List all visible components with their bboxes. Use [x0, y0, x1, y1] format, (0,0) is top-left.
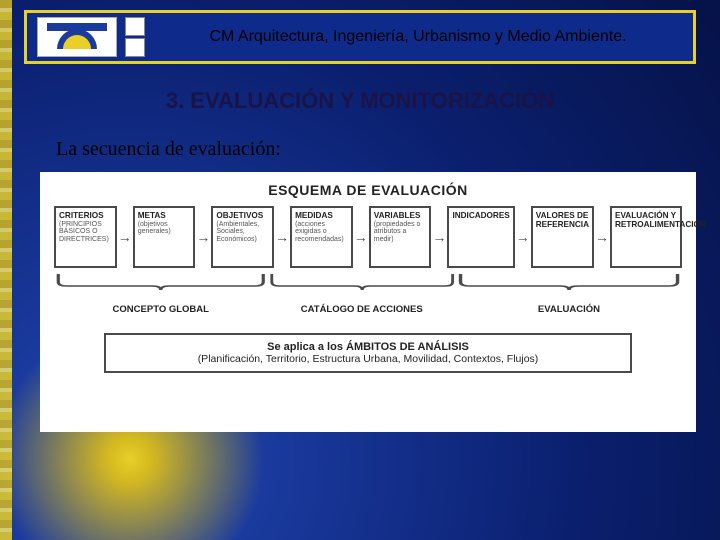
flow-node-title: VALORES DE REFERENCIA [536, 211, 589, 229]
footer-line2: (Planificación, Territorio, Estructura U… [116, 353, 620, 365]
intro-text: La secuencia de evaluación: [56, 138, 281, 161]
arrow-icon: → [353, 229, 369, 245]
arrow-icon: → [117, 229, 133, 245]
flow-node: METAS(objetivos generales) [133, 206, 196, 268]
arrow-icon: → [274, 229, 290, 245]
flow-node-sub: (Ambientales, Sociales, Económicos) [216, 221, 269, 243]
flow-node-title: VARIABLES [374, 211, 427, 220]
flow-node-title: METAS [138, 211, 191, 220]
logo-main [37, 17, 117, 57]
flow-node-title: CRITERIOS [59, 211, 112, 220]
diagram-footer: Se aplica a los ÁMBITOS DE ANÁLISIS (Pla… [104, 333, 632, 373]
header-title: CM Arquitectura, Ingeniería, Urbanismo y… [153, 28, 683, 46]
group-label: CONCEPTO GLOBAL [54, 304, 268, 315]
arrow-icon: → [195, 229, 211, 245]
flow-node: INDICADORES [447, 206, 514, 268]
group-bracket [268, 272, 456, 292]
flow-node-sub: (propiedades o atributos a medir) [374, 221, 427, 243]
flow-node: VARIABLES(propiedades o atributos a medi… [369, 206, 432, 268]
logo-badges [125, 17, 145, 57]
flow-node-sub: (PRINCIPIOS BÁSICOS O DIRECTRICES) [59, 221, 112, 243]
flow-node: CRITERIOS(PRINCIPIOS BÁSICOS O DIRECTRIC… [54, 206, 117, 268]
flow-nodes-row: CRITERIOS(PRINCIPIOS BÁSICOS O DIRECTRIC… [54, 206, 682, 268]
flow-node-sub: (objetivos generales) [138, 221, 191, 236]
group-bracket [456, 272, 682, 292]
diagram-panel: ESQUEMA DE EVALUACIÓN CRITERIOS(PRINCIPI… [40, 172, 696, 432]
flow-node: VALORES DE REFERENCIA [531, 206, 594, 268]
arrow-icon: → [431, 229, 447, 245]
flow-node: OBJETIVOS(Ambientales, Sociales, Económi… [211, 206, 274, 268]
decorative-stripe [0, 0, 12, 540]
arrow-icon: → [594, 229, 610, 245]
flow-node-title: MEDIDAS [295, 211, 348, 220]
group-bracket [54, 272, 268, 292]
header-bar: CM Arquitectura, Ingeniería, Urbanismo y… [24, 10, 696, 64]
flow-node-title: OBJETIVOS [216, 211, 269, 220]
footer-line1: Se aplica a los ÁMBITOS DE ANÁLISIS [116, 341, 620, 353]
flow-node-title: INDICADORES [452, 211, 509, 220]
group-labels: CONCEPTO GLOBALCATÁLOGO DE ACCIONESEVALU… [54, 304, 682, 315]
flow-node-title: EVALUACIÓN Y RETROALIMENTACIÓN [615, 211, 677, 229]
bracket-row [54, 272, 682, 302]
group-label: CATÁLOGO DE ACCIONES [268, 304, 456, 315]
flow-node: EVALUACIÓN Y RETROALIMENTACIÓN [610, 206, 682, 268]
arrow-icon: → [515, 229, 531, 245]
flow-node-sub: (acciones exigidas o recomendadas) [295, 221, 348, 243]
diagram-title: ESQUEMA DE EVALUACIÓN [54, 182, 682, 198]
group-label: EVALUACIÓN [456, 304, 682, 315]
section-title: 3. EVALUACIÓN Y MONITORIZACIÓN [0, 88, 720, 114]
flow-node: MEDIDAS(acciones exigidas o recomendadas… [290, 206, 353, 268]
